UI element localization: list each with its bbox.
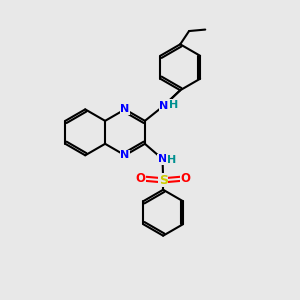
Text: N: N: [159, 100, 169, 110]
Text: O: O: [136, 172, 146, 185]
Text: N: N: [158, 154, 167, 164]
Text: H: H: [167, 155, 176, 165]
Text: O: O: [181, 172, 190, 185]
Text: S: S: [159, 174, 168, 187]
Text: N: N: [120, 104, 130, 114]
Text: N: N: [120, 150, 130, 160]
Text: H: H: [169, 100, 178, 110]
